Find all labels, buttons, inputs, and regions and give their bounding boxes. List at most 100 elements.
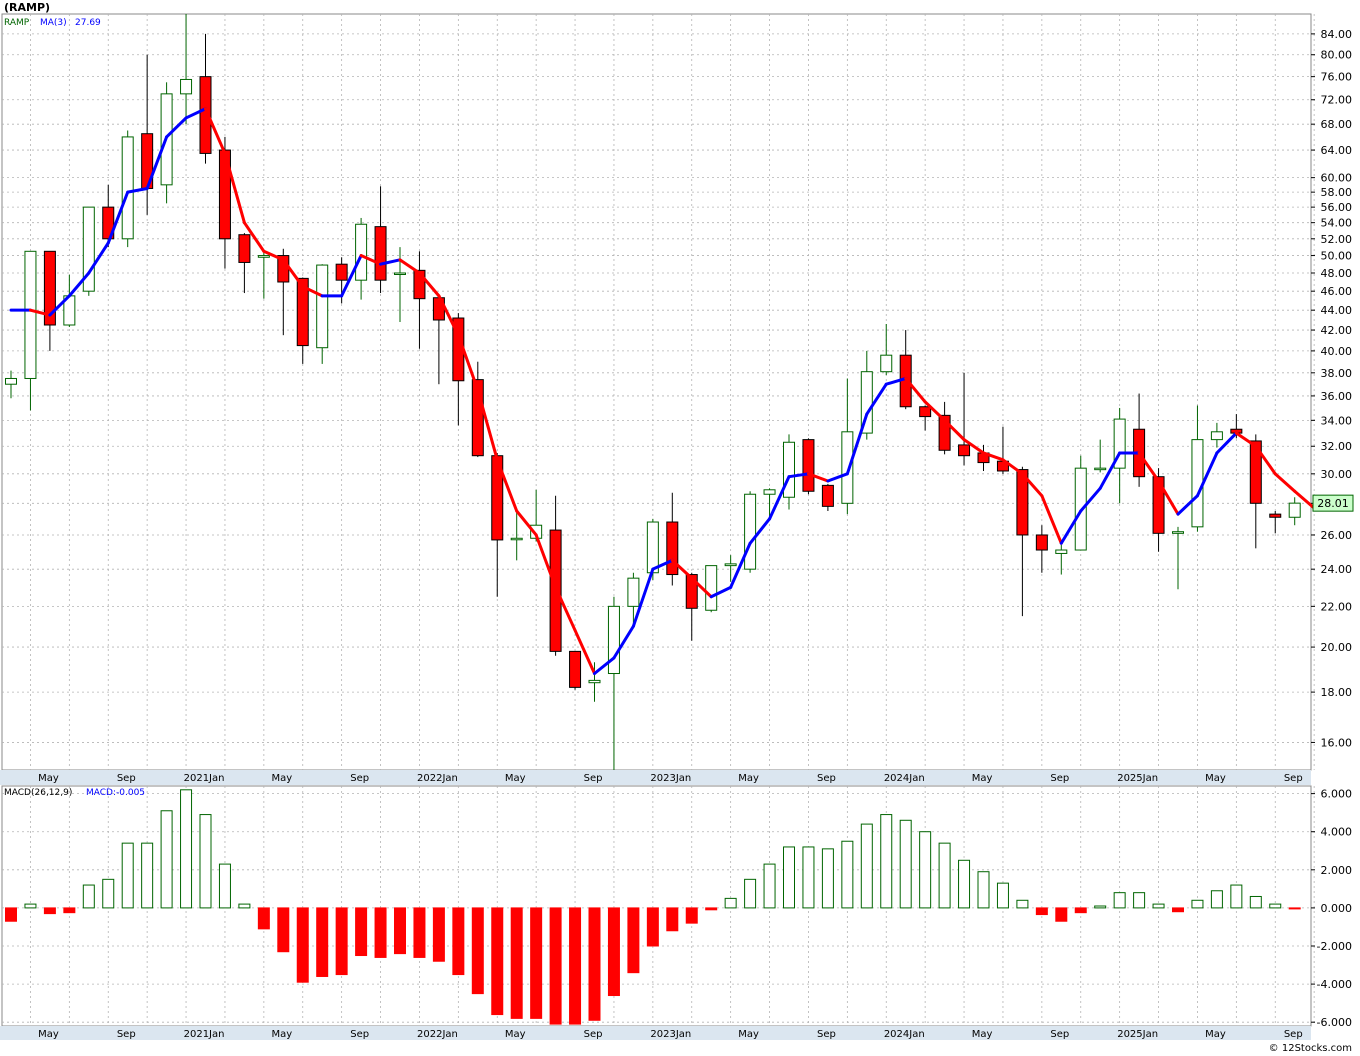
macd-bar-negative bbox=[607, 907, 620, 997]
candle-up bbox=[763, 489, 776, 495]
macd-bar-positive bbox=[744, 878, 757, 909]
candle-down bbox=[919, 406, 932, 418]
y-tick-label: 76.00 bbox=[1321, 71, 1353, 84]
macd-bar-negative bbox=[5, 907, 17, 922]
candle-up bbox=[705, 565, 718, 611]
y-tick-label: 44.00 bbox=[1321, 304, 1353, 317]
x-tick-label: Sep bbox=[584, 773, 603, 784]
y-tick-label: 2.000 bbox=[1321, 864, 1353, 877]
candle-up bbox=[316, 264, 329, 349]
ma-segment bbox=[126, 186, 149, 194]
ma-segment bbox=[379, 258, 402, 266]
ma-segment bbox=[515, 509, 538, 537]
candle-up bbox=[121, 136, 134, 240]
candle-down bbox=[958, 444, 971, 457]
ma-segment bbox=[1020, 472, 1044, 498]
y-tick-label: 80.00 bbox=[1321, 49, 1353, 62]
ma-segment bbox=[884, 376, 908, 386]
y-tick-label: 18.00 bbox=[1321, 686, 1353, 699]
ma-segment bbox=[456, 333, 480, 392]
macd-bar-positive bbox=[1016, 899, 1029, 909]
macd-bar-negative bbox=[296, 907, 309, 983]
ma-segment bbox=[1137, 451, 1161, 483]
ma-segment bbox=[242, 221, 266, 253]
macd-bar-positive bbox=[199, 814, 212, 909]
y-tick-label: 26.00 bbox=[1321, 529, 1353, 542]
macd-bar-negative bbox=[549, 907, 562, 1025]
candle-up bbox=[627, 577, 640, 607]
macd-legend-label: MACD(26,12,9) bbox=[4, 788, 72, 798]
x-tick-label: May bbox=[505, 1029, 526, 1040]
y-tick-label: -6.000 bbox=[1317, 1016, 1352, 1029]
macd-bar-negative bbox=[569, 907, 582, 1025]
macd-bar-positive bbox=[841, 840, 854, 909]
macd-bar-positive bbox=[238, 903, 251, 909]
macd-bar-positive bbox=[1191, 899, 1204, 909]
x-tick-label: 2021Jan bbox=[184, 1029, 225, 1040]
macd-bar-negative bbox=[666, 907, 679, 932]
candle-up bbox=[1113, 418, 1126, 469]
macd-bar-positive bbox=[958, 859, 971, 909]
y-tick-label: 6.000 bbox=[1321, 788, 1353, 801]
ma-segment bbox=[223, 151, 246, 225]
candle-down bbox=[335, 263, 348, 281]
y-tick-label: 38.00 bbox=[1321, 367, 1353, 380]
ma-segment bbox=[943, 418, 966, 442]
ma-segment bbox=[1273, 472, 1297, 493]
candle-up bbox=[607, 605, 620, 675]
ma-segment bbox=[768, 475, 791, 521]
ma-segment bbox=[1001, 458, 1024, 476]
x-tick-label: Sep bbox=[584, 1029, 603, 1040]
y-tick-label: 32.00 bbox=[1321, 440, 1353, 453]
candle-up bbox=[1055, 549, 1068, 554]
ma-segment bbox=[612, 624, 635, 660]
price-legend-symbol: RAMP bbox=[4, 18, 30, 28]
candle-up bbox=[880, 354, 893, 373]
ma-segment bbox=[476, 388, 499, 462]
macd-bar-negative bbox=[277, 907, 290, 953]
ma-segment bbox=[573, 628, 596, 676]
ma-segment bbox=[184, 107, 207, 120]
macd-bar-negative bbox=[1035, 907, 1048, 916]
ma-segment bbox=[962, 438, 985, 455]
x-tick-label: May bbox=[38, 1029, 59, 1040]
candle-down bbox=[296, 277, 309, 347]
ma-segment bbox=[165, 116, 188, 139]
x-tick-label: Sep bbox=[117, 773, 136, 784]
candle-up bbox=[24, 250, 37, 379]
y-tick-label: 24.00 bbox=[1321, 563, 1353, 576]
macd-bar-positive bbox=[802, 846, 815, 909]
candle-up bbox=[1172, 531, 1184, 534]
macd-bar-positive bbox=[783, 846, 795, 909]
macd-bar-negative bbox=[1055, 907, 1068, 922]
y-tick-label: 36.00 bbox=[1321, 390, 1353, 403]
ma-segment bbox=[301, 285, 324, 298]
macd-bar-positive bbox=[977, 871, 990, 909]
ticker-title: (RAMP) bbox=[4, 1, 50, 14]
ma-segment bbox=[651, 558, 674, 571]
ma-segment bbox=[1157, 479, 1180, 516]
ma-segment bbox=[670, 558, 694, 580]
grid bbox=[2, 14, 1315, 1026]
macd-legend-value: MACD:-0.005 bbox=[86, 788, 145, 798]
y-tick-label: 56.00 bbox=[1321, 201, 1353, 214]
ma-segment bbox=[593, 656, 616, 676]
candle-down bbox=[821, 484, 834, 507]
x-tick-label: May bbox=[38, 773, 59, 784]
macd-bar-positive bbox=[1133, 892, 1146, 909]
ma-segment bbox=[865, 382, 888, 416]
ma-segment bbox=[340, 254, 363, 298]
macd-date-strip bbox=[0, 1026, 1311, 1040]
x-tick-label: Sep bbox=[1050, 1029, 1069, 1040]
x-tick-label: 2023Jan bbox=[650, 1029, 691, 1040]
candle-down bbox=[685, 574, 698, 609]
candle-down bbox=[938, 414, 951, 451]
macd-bar-negative bbox=[588, 907, 601, 1021]
macd-panel bbox=[5, 789, 1301, 1025]
candle-down bbox=[569, 650, 582, 688]
candle-up bbox=[1288, 502, 1301, 518]
candle-up bbox=[744, 493, 757, 570]
x-tick-label: 2021Jan bbox=[184, 773, 225, 784]
macd-bar-positive bbox=[82, 884, 95, 909]
